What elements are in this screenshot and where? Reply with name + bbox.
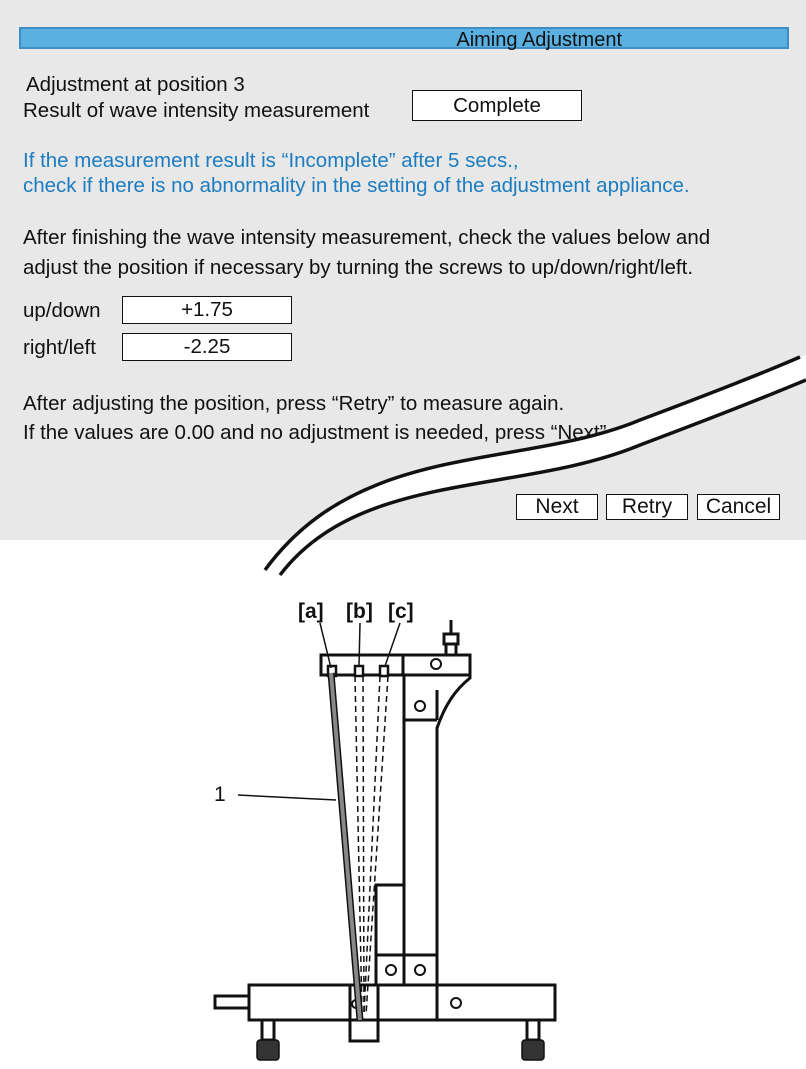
warning-line-2: check if there is no abnormality in the …: [23, 174, 690, 197]
instruction-line-2: adjust the position if necessary by turn…: [23, 256, 694, 279]
label-b: [b]: [346, 600, 373, 623]
cancel-button[interactable]: Cancel: [697, 494, 780, 520]
updown-value-box: +1.75: [122, 296, 292, 324]
retry-button[interactable]: Retry: [606, 494, 688, 520]
frame-outline: [321, 653, 472, 987]
retry-instruction: After adjusting the position, press “Ret…: [23, 392, 565, 415]
position-line: Adjustment at position 3: [26, 73, 245, 96]
base-plate: [247, 983, 557, 1022]
label-part-1: 1: [214, 783, 226, 806]
result-value-box: Complete: [412, 90, 582, 121]
dialog-panel: Aiming Adjustment Adjustment at position…: [0, 0, 806, 540]
updown-label: up/down: [23, 299, 101, 322]
warning-line-1: If the measurement result is “Incomplete…: [23, 149, 519, 172]
title-bar: Aiming Adjustment: [19, 27, 789, 51]
instruction-line-1: After finishing the wave intensity measu…: [23, 226, 711, 249]
label-c: [c]: [388, 600, 414, 623]
next-button[interactable]: Next: [516, 494, 598, 520]
next-instruction: If the values are 0.00 and no adjustment…: [23, 421, 613, 444]
dialog-title: Aiming Adjustment: [456, 29, 622, 51]
rightleft-value-box: -2.25: [122, 333, 292, 361]
result-label: Result of wave intensity measurement: [23, 99, 370, 122]
label-a: [a]: [298, 600, 324, 623]
rightleft-label: right/left: [23, 336, 96, 359]
